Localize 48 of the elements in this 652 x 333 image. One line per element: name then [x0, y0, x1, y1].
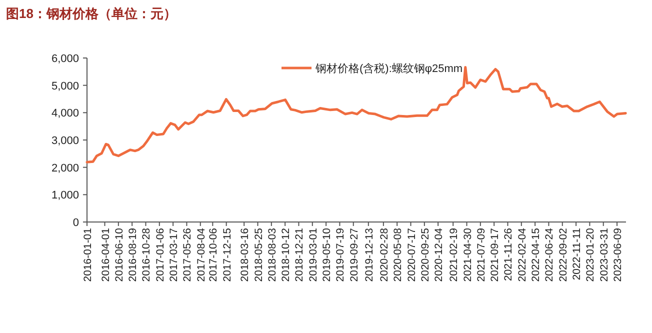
y-tick-label: 6,000	[51, 53, 79, 65]
x-tick-label: 2021-04-30	[462, 228, 474, 282]
x-tick-label: 2021-09-17	[489, 228, 502, 282]
x-tick-label: 2022-09-02	[557, 228, 570, 282]
x-tick-label: 2018-12-21	[294, 228, 306, 282]
x-tick-label: 2016-01-01	[82, 228, 94, 282]
x-tick-label: 2016-06-10	[113, 228, 126, 282]
x-tick-label: 2018-08-03	[266, 228, 278, 282]
x-tick-label: 2018-03-16	[239, 228, 252, 282]
x-tick-label: 2018-05-25	[252, 228, 265, 282]
x-tick-label: 2019-07-19	[334, 228, 347, 282]
x-tick-label: 2022-11-11	[571, 228, 584, 280]
x-tick-label: 2022-02-04	[516, 228, 528, 282]
x-tick-label: 2019-03-01	[307, 228, 320, 282]
y-tick-label: 5,000	[51, 80, 79, 92]
x-tick-label: 2021-02-19	[448, 228, 460, 282]
y-tick-label: 2,000	[51, 162, 79, 174]
x-tick-label: 2018-10-12	[280, 228, 292, 282]
x-tick-label: 2017-10-06	[208, 228, 220, 282]
x-tick-label: 2016-08-19	[127, 228, 140, 282]
chart-title: 图18：钢材价格（单位：元）	[6, 6, 176, 21]
x-tick-label: 2021-11-26	[502, 228, 515, 281]
x-tick-label: 2019-09-27	[348, 228, 360, 282]
y-tick-label: 1,000	[51, 190, 79, 202]
x-tick-label: 2021-07-09	[475, 228, 488, 282]
y-tick-label: 4,000	[51, 108, 79, 120]
x-tick-label: 2020-12-04	[433, 228, 446, 282]
x-tick-label: 2017-03-17	[168, 228, 180, 282]
x-tick-label: 2017-05-26	[182, 228, 194, 282]
x-tick-label: 2022-04-15	[530, 228, 542, 282]
x-tick-label: 2023-06-09	[612, 228, 624, 282]
x-tick-label: 2016-04-01	[100, 228, 112, 282]
x-tick-label: 2022-06-24	[544, 228, 556, 282]
x-tick-label: 2020-07-17	[406, 228, 418, 282]
x-tick-label: 2023-03-31	[598, 228, 610, 282]
x-tick-label: 2020-05-08	[392, 228, 404, 282]
x-tick-label: 2019-12-13	[363, 228, 376, 282]
x-tick-label: 2016-10-28	[140, 228, 153, 282]
x-tick-label: 2017-08-04	[195, 228, 208, 282]
x-tick-label: 2017-12-15	[221, 228, 234, 282]
x-tick-label: 2020-02-28	[378, 228, 390, 282]
y-tick-label: 0	[72, 217, 79, 229]
x-tick-label: 2023-01-20	[584, 228, 597, 282]
legend-label: 钢材价格(含税):螺纹钢φ25mm	[314, 62, 463, 75]
x-tick-label: 2017-01-06	[154, 228, 166, 282]
x-tick-label: 2019-05-10	[321, 228, 334, 282]
y-tick-label: 3,000	[51, 135, 79, 147]
x-tick-label: 2020-09-25	[419, 228, 432, 282]
